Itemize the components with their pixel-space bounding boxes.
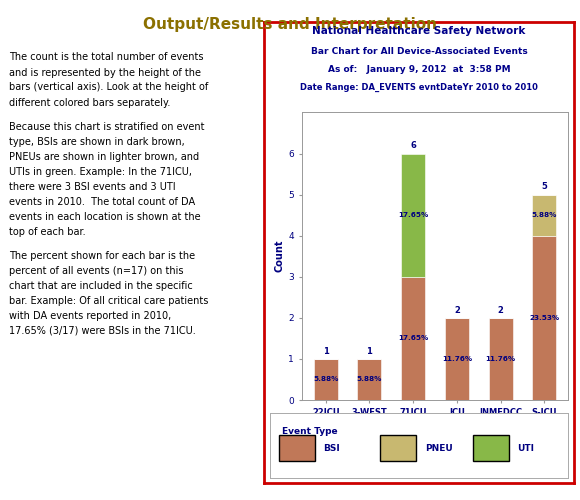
Text: bar. Example: Of all critical care patients: bar. Example: Of all critical care patie… — [9, 296, 208, 306]
Text: top of each bar.: top of each bar. — [9, 226, 85, 236]
Text: 5.88%: 5.88% — [531, 212, 557, 218]
Text: events in 2010.  The total count of DA: events in 2010. The total count of DA — [9, 196, 195, 206]
Text: and is represented by the height of the: and is represented by the height of the — [9, 68, 201, 78]
Text: BSI: BSI — [324, 444, 340, 453]
Text: chart that are included in the specific: chart that are included in the specific — [9, 280, 193, 290]
Text: 5.88%: 5.88% — [357, 376, 382, 382]
Text: 1: 1 — [367, 346, 372, 356]
Text: 1: 1 — [323, 346, 329, 356]
Text: percent of all events (n=17) on this: percent of all events (n=17) on this — [9, 266, 183, 276]
Text: 5.88%: 5.88% — [313, 376, 339, 382]
Text: PNEUs are shown in lighter brown, and: PNEUs are shown in lighter brown, and — [9, 152, 199, 162]
Text: 23.53%: 23.53% — [529, 315, 559, 321]
Text: 5: 5 — [541, 182, 547, 192]
Bar — [445, 318, 469, 400]
Text: Bar Chart for All Device-Associated Events: Bar Chart for All Device-Associated Even… — [311, 48, 527, 56]
Text: Because this chart is stratified on event: Because this chart is stratified on even… — [9, 122, 204, 132]
Text: 2: 2 — [498, 306, 503, 314]
FancyBboxPatch shape — [473, 435, 509, 461]
Text: there were 3 BSI events and 3 UTI: there were 3 BSI events and 3 UTI — [9, 182, 175, 192]
Text: 17.65%: 17.65% — [398, 336, 428, 342]
Text: events in each location is shown at the: events in each location is shown at the — [9, 212, 200, 222]
Text: 17.65% (3/17) were BSIs in the 71ICU.: 17.65% (3/17) were BSIs in the 71ICU. — [9, 326, 195, 336]
Text: The count is the total number of events: The count is the total number of events — [9, 52, 203, 62]
Text: type, BSIs are shown in dark brown,: type, BSIs are shown in dark brown, — [9, 136, 184, 146]
Text: with DA events reported in 2010,: with DA events reported in 2010, — [9, 310, 171, 320]
Text: PNEU: PNEU — [425, 444, 453, 453]
Text: Event Type: Event Type — [282, 427, 338, 436]
Bar — [314, 359, 338, 400]
Text: 11.76%: 11.76% — [485, 356, 516, 362]
Text: 17.65%: 17.65% — [398, 212, 428, 218]
Text: bars (vertical axis). Look at the height of: bars (vertical axis). Look at the height… — [9, 82, 208, 92]
Text: The percent shown for each bar is the: The percent shown for each bar is the — [9, 250, 195, 260]
X-axis label: Location: Location — [412, 421, 458, 431]
Y-axis label: Count: Count — [274, 240, 284, 272]
Text: Output/Results and Interpretation: Output/Results and Interpretation — [143, 18, 437, 32]
Text: National Healthcare Safety Network: National Healthcare Safety Network — [313, 26, 525, 36]
FancyBboxPatch shape — [278, 435, 314, 461]
Text: 6: 6 — [410, 142, 416, 150]
Bar — [488, 318, 513, 400]
Text: 2: 2 — [454, 306, 460, 314]
Text: 11.76%: 11.76% — [442, 356, 472, 362]
Bar — [357, 359, 382, 400]
Bar — [401, 277, 425, 400]
Text: different colored bars separately.: different colored bars separately. — [9, 98, 170, 108]
FancyBboxPatch shape — [380, 435, 416, 461]
Text: UTIs in green. Example: In the 71ICU,: UTIs in green. Example: In the 71ICU, — [9, 166, 192, 176]
Text: As of:   January 9, 2012  at  3:58 PM: As of: January 9, 2012 at 3:58 PM — [328, 65, 510, 74]
Bar — [401, 154, 425, 277]
Text: UTI: UTI — [517, 444, 535, 453]
Text: Date Range: DA_EVENTS evntDateYr 2010 to 2010: Date Range: DA_EVENTS evntDateYr 2010 to… — [300, 82, 538, 92]
Bar — [532, 236, 556, 400]
Bar — [532, 194, 556, 235]
